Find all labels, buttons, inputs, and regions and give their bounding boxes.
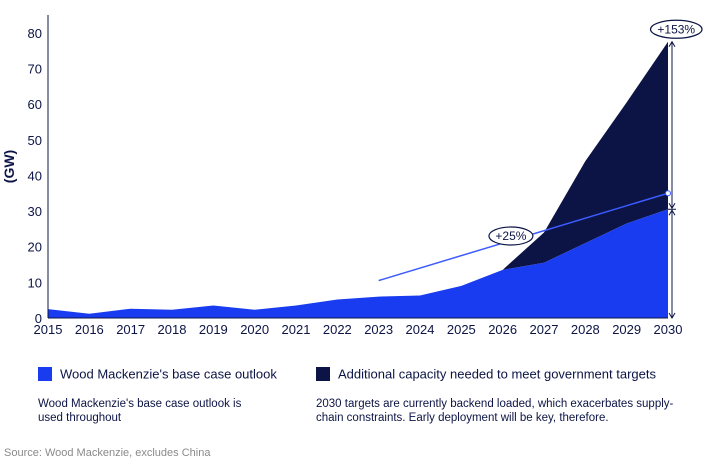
source-note: Source: Wood Mackenzie, excludes China [4,447,211,459]
y-tick-label: 80 [28,26,42,41]
x-tick-label: 2021 [282,322,311,337]
x-tick-label: 2018 [158,322,187,337]
y-tick-label: 0 [35,311,42,326]
y-tick-label: 10 [28,275,42,290]
legend-base-case-swatch [38,366,52,381]
bracket-top-arrow [668,40,676,47]
annotation-oval [488,226,534,246]
y-tick-label: 60 [28,97,42,112]
x-tick-label: 2020 [240,322,269,337]
x-tick-label: 2027 [530,322,559,337]
x-tick-label: 2022 [323,322,352,337]
x-tick-label: 2015 [34,322,63,337]
series-additional-area [502,41,668,270]
x-tick-label: 2017 [116,322,145,337]
y-tick-label: 70 [28,61,42,76]
x-tick-label: 2016 [75,322,104,337]
x-tick-label: 2028 [571,322,600,337]
x-tick-label: 2026 [488,322,517,337]
trend-line-end-marker [665,190,671,197]
x-tick-label: 2019 [199,322,228,337]
legend-base-case-desc: Wood Mackenzie's base case outlook is us… [38,398,242,424]
y-tick-label: 40 [28,168,42,183]
y-tick-label: 30 [28,204,42,219]
legend-additional: Additional capacity needed to meet gover… [316,365,676,425]
legend-additional-swatch [316,366,330,381]
series-base-case-area [48,209,668,318]
x-tick-label: 2023 [364,322,393,337]
legend-base-case-label: Wood Mackenzie's base case outlook [60,366,277,382]
bracket-mid-arrow-up [668,209,676,216]
legend-additional-desc: 2030 targets are currently backend loade… [316,398,674,424]
y-tick-label: 20 [28,240,42,255]
legend-base-case: Wood Mackenzie's base case outlook Wood … [38,365,277,425]
annotation-oval [649,19,703,39]
annotation-label: +153% [657,22,695,36]
bracket-mid-arrow-down [668,203,676,210]
legend-additional-label: Additional capacity needed to meet gover… [338,366,656,382]
annotation-label: +25% [495,229,526,243]
y-tick-label: 50 [28,133,42,148]
x-tick-label: 2025 [447,322,476,337]
y-axis-label: (GW) [1,150,17,183]
bracket-bottom-arrow [668,312,676,319]
x-tick-label: 2030 [654,322,683,337]
x-tick-label: 2024 [406,322,435,337]
x-tick-label: 2029 [612,322,641,337]
